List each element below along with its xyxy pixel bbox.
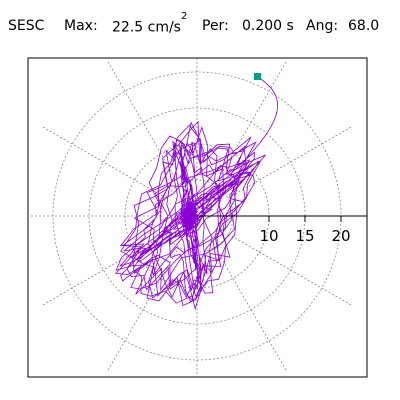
period-value: 0.200 s — [242, 18, 294, 34]
grid-spoke-300 — [214, 246, 288, 373]
station-code: SESC — [8, 18, 45, 34]
grid-spoke-30 — [227, 125, 354, 199]
tick-label-10: 10 — [259, 227, 278, 245]
grid-spoke-150 — [40, 125, 167, 199]
plot-header: SESC Max: 22.5 cm/s2 Per: 0.200 s Ang: 6… — [0, 0, 400, 40]
motion-trace — [114, 76, 278, 311]
max-value: 22.5 cm/s2 — [112, 11, 187, 36]
grid-spoke-120 — [106, 59, 180, 186]
max-label: Max: — [64, 18, 98, 34]
trace-path — [114, 76, 278, 311]
period-label: Per: — [202, 18, 229, 34]
tick-label-15: 15 — [295, 227, 314, 245]
trace-end-marker — [254, 73, 261, 80]
grid-spoke-210 — [40, 233, 167, 307]
max-value-text: 22.5 cm/s — [112, 19, 181, 36]
grid-spoke-240 — [106, 246, 180, 373]
angle-value: 68.0 — [348, 18, 380, 34]
angle-label: Ang: — [306, 18, 339, 34]
grid-spoke-330 — [227, 233, 354, 307]
max-value-exponent: 2 — [180, 11, 188, 22]
axis-ticks: 10 15 20 — [259, 216, 351, 245]
tick-label-20: 20 — [331, 227, 350, 245]
